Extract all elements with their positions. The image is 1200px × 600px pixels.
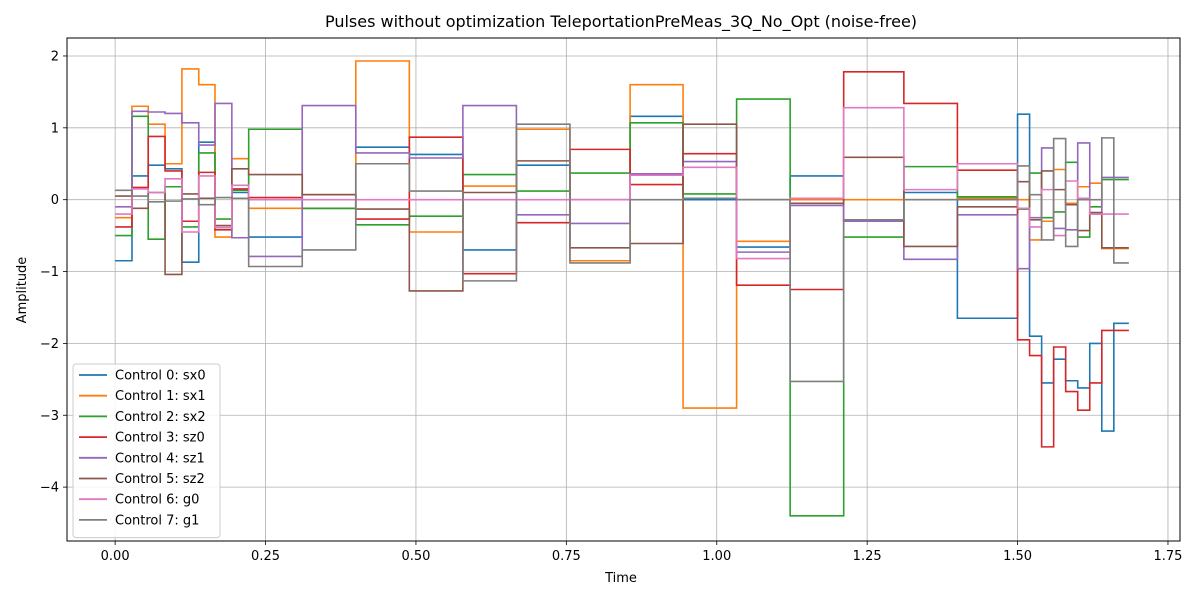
legend-entry: Control 5: sz2 [115, 472, 205, 487]
legend-box [72, 363, 221, 539]
x-tick-label: 0.75 [552, 549, 581, 564]
y-tick-label: 0 [51, 193, 59, 208]
y-tick-label: −3 [40, 409, 59, 424]
series-lines [115, 60, 1129, 517]
legend-entry: Control 2: sx2 [115, 410, 206, 425]
legend-entry: Control 1: sx1 [115, 389, 206, 404]
x-tick-label: 1.25 [853, 549, 882, 564]
x-tick-label: 1.00 [702, 549, 731, 564]
x-axis-label: Time [604, 571, 637, 586]
axis-ticks: 0.00 0.25 0.50 0.75 1.00 1.25 1.50 1.75 −4 −3 −2 −1… [40, 49, 1183, 564]
y-tick-label: −4 [40, 481, 59, 496]
series-line-6 [115, 106, 1129, 260]
x-tick-label: 0.25 [251, 549, 280, 564]
legend-entry: Control 0: sx0 [115, 369, 206, 384]
legend: Control 0: sx0 Control 1: sx1 Control 2: s… [72, 363, 221, 539]
x-tick-label: 1.50 [1003, 549, 1032, 564]
y-tick-label: 1 [51, 121, 59, 136]
y-tick-label: 2 [51, 49, 59, 64]
y-tick-label: −2 [40, 337, 59, 352]
series-line-7 [115, 123, 1129, 383]
y-axis-label: Amplitude [15, 257, 30, 324]
grid-lines [67, 38, 1180, 541]
series-line-0 [115, 113, 1129, 432]
legend-entry: Control 3: sz0 [115, 431, 205, 446]
legend-entry: Control 6: g0 [115, 493, 199, 508]
x-tick-label: 1.75 [1153, 549, 1182, 564]
x-tick-label: 0.00 [101, 549, 130, 564]
chart-title: Pulses without optimization Teleportatio… [325, 12, 917, 32]
x-tick-label: 0.50 [401, 549, 430, 564]
y-tick-label: −1 [40, 265, 59, 280]
plot-area-frame [66, 37, 1181, 542]
legend-entry: Control 7: g1 [115, 513, 199, 528]
legend-entry: Control 4: sz1 [115, 451, 205, 466]
